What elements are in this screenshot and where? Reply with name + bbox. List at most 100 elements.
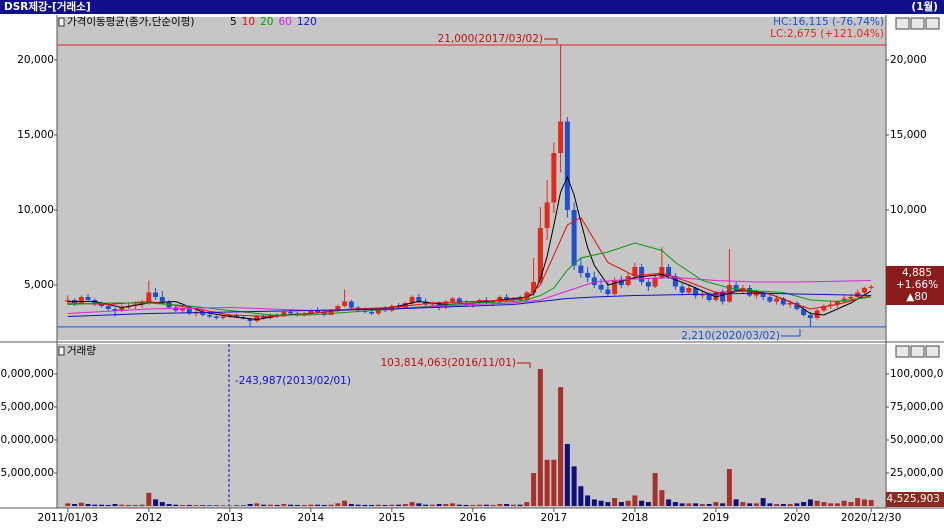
volume-bar [389,504,395,506]
candle-body [504,296,510,300]
volume-bar [564,443,570,506]
candle-body [112,308,118,311]
volume-bar [261,504,267,506]
volume-bar [213,505,219,506]
volume-bar [443,504,449,506]
volume-bar [429,504,435,506]
volume-bar [267,504,273,506]
volume-bar [105,504,111,506]
volume-bar [834,503,840,506]
candle-body [186,308,192,314]
candle-body [578,265,584,273]
candle-body [807,314,813,318]
button[interactable] [910,17,925,30]
volume-bar [254,503,260,506]
candle-body [180,308,186,311]
volume-bar [132,504,138,506]
volume-bar [247,504,253,506]
window-period: (1월) [911,0,938,13]
candle-body [429,302,435,305]
last-change-pct: +1.66% [896,279,938,291]
candle-body [227,314,233,317]
ma-line [67,292,872,317]
max-volume-annotation: 103,814,063(2016/11/01) [380,357,516,369]
candle-body [834,301,840,305]
candle-body [234,314,240,318]
candle-body [288,311,294,314]
x-tick-label: 2013 [216,512,243,524]
y-tick-label: 75,000,000 [890,401,944,413]
low-annotation: 2,210(2020/03/02) [681,330,780,342]
candle-body [85,296,91,300]
volume-bar [335,503,341,506]
volume-bar [126,504,132,506]
volume-bar [308,504,314,506]
volume-bar [699,504,705,506]
checkbox[interactable] [58,17,65,27]
volume-bar [645,502,651,506]
volume-bar [436,504,442,506]
candle-body [254,316,260,321]
volume-bar [288,504,294,506]
x-tick-label: 2014 [297,512,324,524]
volume-bar [571,466,577,506]
volume-bar [153,499,159,506]
candle-body [713,292,719,300]
volume-bar [578,486,584,506]
y-tick-label: 25,000,000 [0,467,54,479]
candle-body [213,316,219,318]
candle-body [672,275,678,287]
candle-body [119,307,125,311]
candle-body [517,298,523,300]
volume-bar [99,504,105,506]
volume-bar [740,502,746,506]
volume-bar [166,504,172,506]
button[interactable] [925,345,940,358]
candle-body [200,311,206,315]
candle-body [247,318,253,321]
volume-bar [537,368,543,506]
volume-bar [315,504,321,506]
volume-bar [672,502,678,506]
legend-item: 60 [278,16,291,28]
button[interactable] [925,17,940,30]
volume-bar [510,504,516,506]
candle-body [369,311,375,314]
price-panel [57,17,886,340]
button[interactable] [910,345,925,358]
volume-bar [470,504,476,506]
volume-bar [544,459,550,506]
lc-label: LC:2,675 (+121,04%) [770,28,884,40]
volume-bar [483,504,489,506]
volume-bar [612,498,618,506]
volume-bar [193,505,199,506]
volume-bar [814,500,820,506]
volume-bar [693,503,699,506]
volume-bar [112,504,118,506]
candle-body [625,275,631,285]
button[interactable] [895,345,910,358]
volume-bar [227,505,233,507]
candle-body [510,298,516,300]
volume-bar [200,505,206,506]
volume-bar [220,505,226,506]
volume-bar [369,504,375,506]
volume-bar [659,490,665,506]
y-tick-label: 5,000 [24,279,54,291]
candle-body [342,301,348,306]
volume-bar [416,503,422,506]
candle-body [612,280,618,294]
volume-bar [274,504,280,506]
volume-bar [828,503,834,506]
volume-bar [409,502,415,506]
candle-body [348,301,354,308]
button[interactable] [895,17,910,30]
x-tick-label: 2012 [135,512,162,524]
volume-panel [57,344,886,508]
volume-bar [355,504,361,506]
checkbox[interactable] [58,346,65,356]
volume-bar [396,504,402,506]
volume-title: 거래량 [67,345,96,357]
y-tick-label: 100,000,000 [890,368,944,380]
